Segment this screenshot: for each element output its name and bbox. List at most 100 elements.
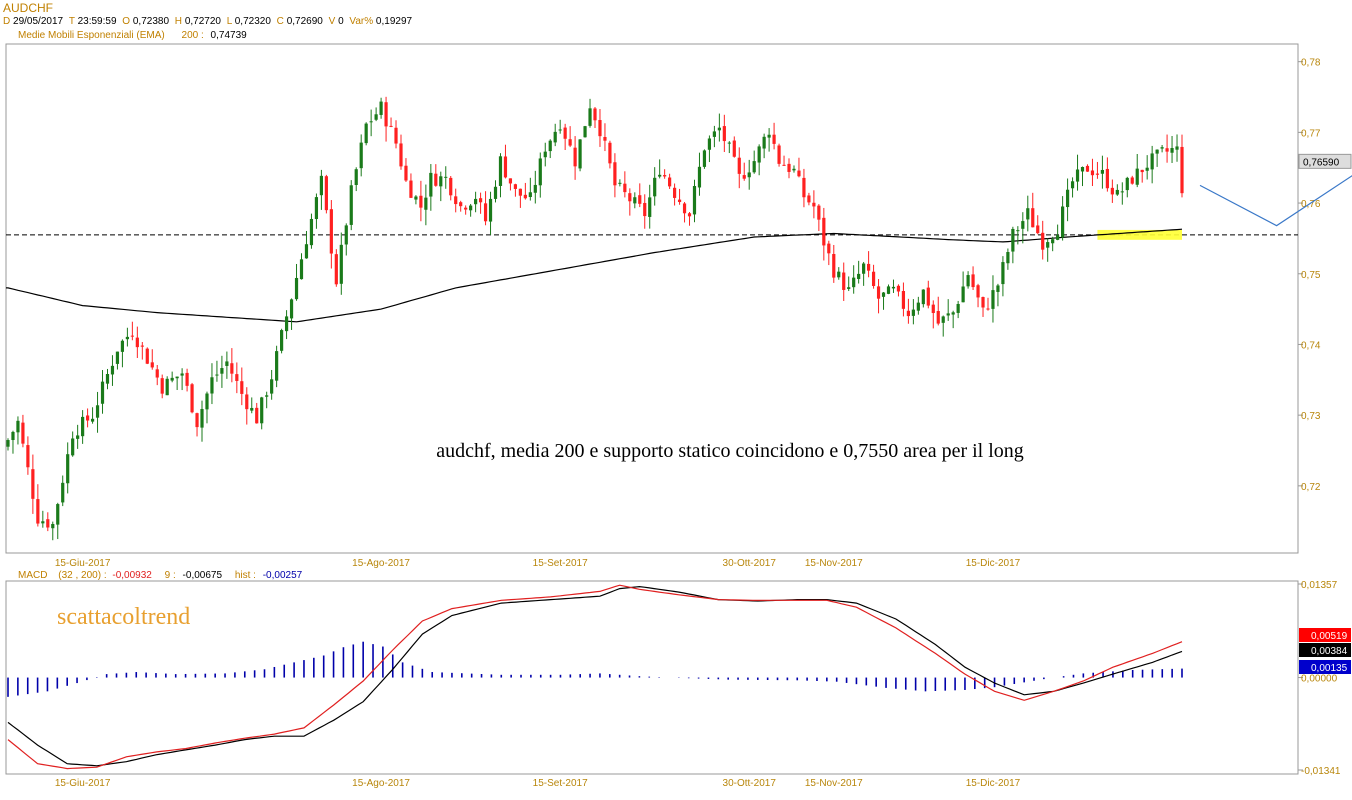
macd-value-badge bbox=[1299, 628, 1351, 642]
candle-bull bbox=[1145, 167, 1149, 171]
candle-bear bbox=[1110, 187, 1114, 195]
candle-bull bbox=[1120, 191, 1124, 193]
candle-bull bbox=[1011, 228, 1015, 252]
close-label: C bbox=[276, 16, 284, 27]
candle-bull bbox=[1065, 189, 1070, 208]
candle-bull bbox=[165, 378, 169, 396]
candle-bull bbox=[180, 373, 184, 376]
candle-bull bbox=[653, 177, 657, 197]
candle-bear bbox=[508, 178, 513, 184]
price-x-label: 15-Dic-2017 bbox=[966, 558, 1021, 569]
candle-bear bbox=[797, 170, 801, 177]
candle-bull bbox=[941, 316, 945, 323]
candle-bear bbox=[677, 199, 682, 203]
candle-bull bbox=[658, 174, 662, 177]
candle-bear bbox=[419, 195, 423, 208]
candle-bull bbox=[891, 286, 896, 289]
candle-bull bbox=[474, 198, 478, 205]
candle-bear bbox=[722, 126, 726, 142]
candle-bear bbox=[185, 372, 189, 386]
candle-bear bbox=[324, 176, 328, 211]
candle-bull bbox=[493, 186, 498, 199]
macd-line bbox=[7, 584, 1183, 770]
candle-bear bbox=[31, 469, 35, 499]
candle-bull bbox=[648, 197, 652, 217]
candle-bear bbox=[603, 136, 607, 141]
candle-bull bbox=[847, 287, 851, 289]
candle-bear bbox=[483, 203, 488, 222]
candle-bear bbox=[1180, 146, 1184, 194]
candle-bull bbox=[215, 374, 219, 376]
low-value: 0,72320 bbox=[234, 16, 271, 27]
candle-bear bbox=[613, 162, 617, 186]
candle-bull bbox=[792, 168, 796, 171]
candle-bull bbox=[558, 129, 562, 131]
macd-x-label: 30-Ott-2017 bbox=[723, 778, 777, 789]
macd-value-badge bbox=[1299, 660, 1351, 674]
candle-bear bbox=[1095, 173, 1100, 175]
price-x-label: 30-Ott-2017 bbox=[723, 558, 777, 569]
candle-bear bbox=[772, 134, 776, 144]
candle-bull bbox=[424, 197, 428, 210]
candle-bull bbox=[105, 374, 110, 384]
candle-bull bbox=[374, 114, 378, 120]
candle-bull bbox=[727, 142, 731, 144]
candle-bull bbox=[946, 313, 950, 316]
open-label: O bbox=[122, 16, 131, 27]
candle-bull bbox=[309, 218, 314, 246]
candle-bear bbox=[812, 202, 816, 207]
candle-bear bbox=[130, 335, 134, 337]
candle-bull bbox=[533, 184, 537, 193]
candle-bull bbox=[120, 340, 125, 352]
candle-bear bbox=[434, 173, 438, 186]
candle-bear bbox=[394, 127, 398, 144]
forecast-arrow bbox=[1199, 175, 1352, 227]
candle-bull bbox=[548, 140, 552, 152]
macd-y-label: 0,01357 bbox=[1301, 580, 1338, 591]
candle-bear bbox=[26, 445, 30, 468]
candle-bear bbox=[404, 165, 408, 181]
candle-bear bbox=[628, 193, 632, 202]
high-label: H bbox=[174, 16, 183, 27]
price-panel-frame bbox=[5, 43, 1299, 554]
ema200-line bbox=[6, 228, 1183, 323]
candle-bear bbox=[663, 175, 667, 177]
candle-bull bbox=[1175, 146, 1179, 150]
candle-bear bbox=[523, 194, 527, 199]
candle-bull bbox=[56, 504, 60, 525]
candle-bull bbox=[359, 142, 363, 169]
candle-bear bbox=[46, 519, 50, 528]
candle-bull bbox=[991, 290, 995, 309]
price-y-label: 0,78 bbox=[1301, 58, 1321, 69]
signal-label: 9 : bbox=[164, 570, 176, 581]
support-highlight-zone bbox=[1097, 229, 1182, 240]
date-value: 29/05/2017 bbox=[13, 16, 64, 27]
ema-period: 200 : bbox=[181, 30, 204, 41]
candle-bull bbox=[752, 161, 756, 173]
candle-bull bbox=[498, 156, 503, 186]
var-value: 0,19297 bbox=[375, 16, 413, 27]
hist-value: -0,00257 bbox=[262, 570, 303, 581]
candle-bull bbox=[354, 169, 358, 185]
macd-badge-label: 0,00519 bbox=[1311, 631, 1348, 642]
candle-bear bbox=[926, 287, 930, 306]
candle-bull bbox=[175, 376, 179, 379]
macd-x-label: 15-Dic-2017 bbox=[966, 778, 1021, 789]
candle-bull bbox=[852, 277, 856, 288]
candle-bear bbox=[742, 175, 746, 179]
candle-bull bbox=[528, 192, 532, 198]
candle-bear bbox=[1165, 148, 1169, 152]
candle-bull bbox=[767, 134, 771, 138]
price-y-label: 0,73 bbox=[1301, 411, 1321, 422]
candle-bull bbox=[429, 172, 433, 197]
candle-bull bbox=[712, 131, 716, 137]
candle-bull bbox=[692, 185, 697, 215]
candle-bull bbox=[170, 377, 174, 381]
high-value: 0,72720 bbox=[184, 16, 221, 27]
candle-bull bbox=[1155, 149, 1159, 154]
var-label: Var% bbox=[349, 16, 374, 27]
candle-bull bbox=[633, 197, 637, 204]
time-label: T bbox=[68, 16, 75, 27]
candle-bull bbox=[1021, 221, 1025, 229]
price-y-label: 0,74 bbox=[1301, 340, 1321, 351]
